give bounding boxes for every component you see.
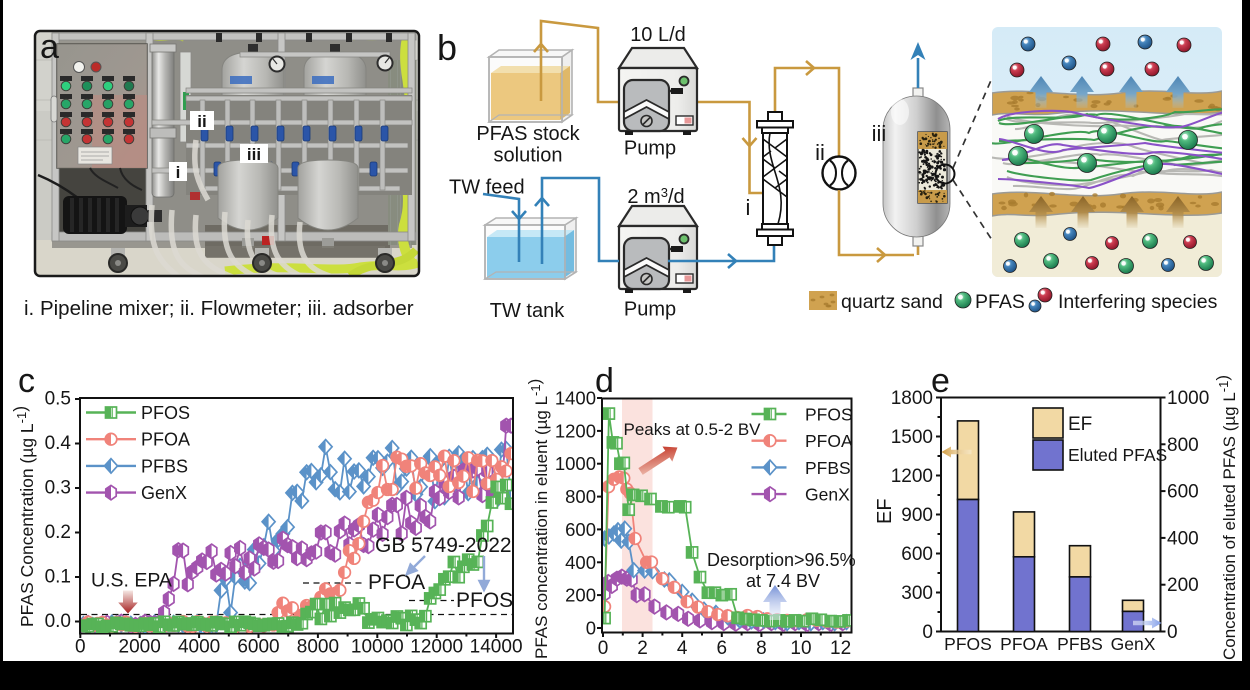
svg-text:PFOS: PFOS <box>944 634 992 654</box>
svg-text:GB 5749-2022: GB 5749-2022 <box>375 534 512 557</box>
svg-text:PFBS: PFBS <box>141 456 188 476</box>
svg-text:0.1: 0.1 <box>45 567 71 588</box>
svg-text:6000: 6000 <box>237 637 279 658</box>
svg-text:i: i <box>746 195 751 220</box>
svg-text:GenX: GenX <box>805 485 850 505</box>
svg-text:6: 6 <box>717 638 728 659</box>
svg-text:0.2: 0.2 <box>45 522 71 543</box>
svg-text:TW tank: TW tank <box>490 300 565 322</box>
svg-text:PFOS: PFOS <box>141 403 190 423</box>
svg-text:0.5: 0.5 <box>45 389 71 410</box>
svg-text:iii: iii <box>247 145 261 164</box>
svg-text:i: i <box>176 163 181 182</box>
svg-text:0: 0 <box>598 638 609 659</box>
svg-text:GenX: GenX <box>1111 634 1156 654</box>
svg-text:600: 600 <box>565 519 596 540</box>
svg-text:200: 200 <box>565 585 596 606</box>
svg-text:EF: EF <box>1068 414 1092 435</box>
svg-text:PFOA: PFOA <box>141 430 190 450</box>
svg-text:TW feed: TW feed <box>449 177 525 199</box>
svg-text:quartz sand: quartz sand <box>841 291 943 313</box>
svg-text:800: 800 <box>1167 435 1199 456</box>
svg-text:ii: ii <box>815 140 825 165</box>
svg-text:PFOA: PFOA <box>1000 634 1048 654</box>
svg-text:4: 4 <box>677 638 688 659</box>
svg-text:1500: 1500 <box>891 427 933 448</box>
svg-text:14000: 14000 <box>470 637 523 658</box>
svg-text:8: 8 <box>756 638 767 659</box>
svg-text:PFBS: PFBS <box>1057 634 1103 654</box>
svg-text:1400: 1400 <box>555 388 596 409</box>
svg-text:12000: 12000 <box>410 637 463 658</box>
svg-text:10: 10 <box>790 638 811 659</box>
svg-text:PFAS stock: PFAS stock <box>476 123 580 145</box>
svg-text:PFOS: PFOS <box>805 405 853 425</box>
svg-text:Pump: Pump <box>624 299 676 321</box>
svg-text:600: 600 <box>901 544 933 565</box>
svg-text:GenX: GenX <box>141 483 187 503</box>
svg-text:1200: 1200 <box>891 466 933 487</box>
svg-text:10 L/d: 10 L/d <box>630 24 686 46</box>
svg-text:U.S. EPA: U.S. EPA <box>91 570 172 592</box>
svg-text:Desorption>96.5%: Desorption>96.5% <box>707 550 856 570</box>
svg-text:0.4: 0.4 <box>45 433 72 454</box>
svg-text:2: 2 <box>637 638 648 659</box>
svg-text:1000: 1000 <box>555 453 596 474</box>
svg-text:2000: 2000 <box>119 637 161 658</box>
svg-text:4000: 4000 <box>178 637 220 658</box>
svg-text:8000: 8000 <box>297 637 339 658</box>
svg-text:i. Pipeline mixer; ii. Flowmet: i. Pipeline mixer; ii. Flowmeter; iii. a… <box>24 297 414 320</box>
svg-text:200: 200 <box>1167 575 1199 596</box>
svg-text:iii: iii <box>872 121 887 146</box>
svg-text:300: 300 <box>901 583 933 604</box>
svg-text:0.0: 0.0 <box>45 611 71 632</box>
svg-text:c: c <box>18 362 35 400</box>
svg-text:b: b <box>437 27 457 68</box>
svg-text:Peaks at 0.5-2 BV: Peaks at 0.5-2 BV <box>624 420 762 439</box>
svg-text:PFOA: PFOA <box>368 571 425 594</box>
svg-text:1800: 1800 <box>891 388 933 409</box>
svg-text:ii: ii <box>197 112 206 131</box>
svg-text:0.3: 0.3 <box>45 478 71 499</box>
svg-text:PFOA: PFOA <box>805 431 853 451</box>
svg-text:0: 0 <box>1167 622 1178 643</box>
svg-text:12: 12 <box>830 638 851 659</box>
svg-text:1000: 1000 <box>1167 388 1209 409</box>
svg-text:EF: EF <box>874 498 896 524</box>
svg-text:Pump: Pump <box>624 138 676 160</box>
svg-text:0: 0 <box>75 637 86 658</box>
svg-text:2 m3/d: 2 m3/d <box>627 185 684 208</box>
svg-text:600: 600 <box>1167 482 1199 503</box>
svg-text:a: a <box>40 28 59 66</box>
svg-text:10000: 10000 <box>351 637 404 658</box>
svg-text:PFBS: PFBS <box>805 458 851 478</box>
svg-text:d: d <box>595 362 614 400</box>
svg-text:at 7.4 BV: at 7.4 BV <box>746 571 820 591</box>
svg-text:0: 0 <box>586 618 596 639</box>
svg-text:Interfering species: Interfering species <box>1058 291 1218 313</box>
svg-text:400: 400 <box>565 552 596 573</box>
svg-text:PFOS: PFOS <box>456 589 513 612</box>
svg-text:800: 800 <box>565 486 596 507</box>
svg-text:400: 400 <box>1167 528 1199 549</box>
svg-text:1200: 1200 <box>555 420 596 441</box>
svg-text:PFAS: PFAS <box>975 291 1025 313</box>
svg-text:e: e <box>931 362 950 400</box>
svg-text:Eluted PFAS: Eluted PFAS <box>1068 445 1167 465</box>
svg-text:solution: solution <box>494 145 563 167</box>
svg-text:900: 900 <box>901 505 933 526</box>
svg-text:0: 0 <box>922 622 933 643</box>
